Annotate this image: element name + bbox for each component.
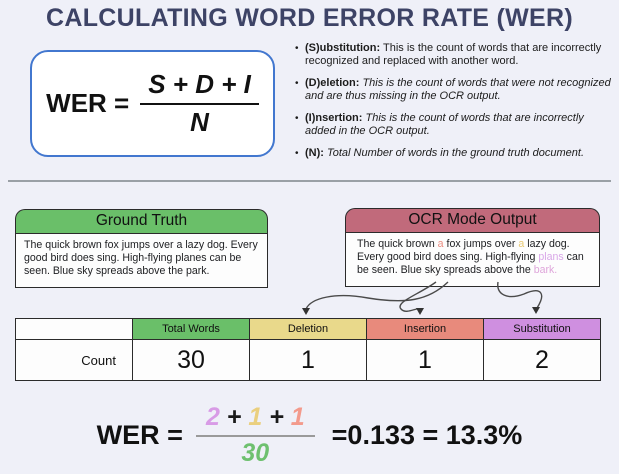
header-cell-substitution: Substitution (483, 318, 601, 340)
ocr-output-text: The quick brown a fox jumps over a lazy … (345, 232, 600, 287)
definition-n: (N): Total Number of words in the ground… (294, 147, 614, 160)
ocr-text-segment: fox jumps over (443, 238, 519, 250)
definition-term: (N): (305, 147, 324, 159)
header-cell-total-words: Total Words (132, 318, 250, 340)
definition-desc: This is the count of words that were not… (305, 77, 611, 102)
error-count-table: Total Words Deletion Insertion Substitut… (15, 318, 601, 381)
header-cell-empty (15, 318, 133, 340)
definition-desc: This is the count of words that are inco… (305, 42, 602, 67)
count-substitution: 2 (483, 339, 601, 381)
definition-term: (S)ubstitution: (305, 42, 381, 54)
definition-substitution: (S)ubstitution: This is the count of wor… (294, 42, 614, 68)
arrowhead-deletion (302, 308, 310, 315)
count-insertion: 1 (366, 339, 484, 381)
count-row-label: Count (15, 339, 133, 381)
page-title: CALCULATING WORD ERROR RATE (WER) (46, 4, 573, 32)
header-cell-deletion: Deletion (249, 318, 367, 340)
count-deletion: 1 (249, 339, 367, 381)
ocr-deletion-marker-word: a (518, 238, 525, 250)
ground-truth-panel: Ground Truth The quick brown fox jumps o… (15, 209, 268, 288)
wer-formula-box: WER = S + D + I N (30, 50, 275, 157)
ocr-output-header: OCR Mode Output (345, 208, 600, 232)
ocr-output-panel: OCR Mode Output The quick brown a fox ju… (345, 208, 600, 287)
definition-desc: Total Number of words in the ground trut… (327, 147, 585, 159)
section-divider (8, 180, 611, 182)
definition-term: (D)eletion: (305, 77, 360, 89)
definition-desc: This is the count of words that are inco… (305, 112, 584, 137)
arrow-to-substitution (497, 281, 543, 309)
definitions-list: (S)ubstitution: This is the count of wor… (294, 42, 614, 169)
definition-deletion: (D)eletion: This is the count of words t… (294, 77, 614, 103)
ocr-text-segment: can be seen. Blue sky spreads above the (357, 251, 584, 276)
worked-formula-lhs: WER = (96, 419, 183, 450)
insertion-count-value: 1 (290, 402, 305, 431)
ground-truth-header: Ground Truth (15, 209, 268, 233)
formula-numerator: S + D + I (140, 69, 259, 105)
worked-formula: WER = 2 + 1 + 1 30 =0.133 = 13.3% (0, 402, 619, 468)
formula-fraction: S + D + I N (140, 69, 259, 138)
worked-formula-result: =0.133 = 13.3% (331, 419, 523, 450)
ocr-inserted-word: a (437, 238, 444, 250)
arrowhead-substitution (532, 307, 540, 314)
header-cell-insertion: Insertion (366, 318, 484, 340)
ocr-substituted-word: bark. (533, 264, 558, 276)
substitution-count-value: 2 (205, 402, 220, 431)
definition-term: (I)nsertion: (305, 112, 363, 124)
definition-insertion: (I)nsertion: This is the count of words … (294, 112, 614, 138)
arrow-to-insertion (399, 281, 437, 312)
arrow-to-deletion (305, 281, 449, 310)
table-count-row: Count 30 1 1 2 (15, 339, 601, 381)
formula-denominator: N (190, 107, 209, 137)
ocr-substituted-word: plans (538, 251, 564, 263)
worked-formula-denominator: 30 (241, 438, 270, 467)
formula-lhs: WER = (46, 88, 130, 118)
worked-formula-fraction: 2 + 1 + 1 30 (195, 402, 315, 468)
ocr-text-segment: lazy dog. Every good bird does sing. Hig… (357, 238, 570, 263)
table-header-row: Total Words Deletion Insertion Substitut… (15, 318, 601, 340)
error-connector-arrows (302, 281, 543, 315)
ground-truth-text: The quick brown fox jumps over a lazy do… (15, 233, 268, 288)
plus-sign: + (262, 402, 291, 431)
plus-sign: + (219, 402, 249, 431)
count-total-words: 30 (132, 339, 250, 381)
deletion-count-value: 1 (248, 402, 263, 431)
worked-formula-numerator: 2 + 1 + 1 (195, 402, 315, 437)
arrowhead-insertion (416, 308, 424, 315)
ocr-text-segment: The quick brown (357, 238, 438, 250)
